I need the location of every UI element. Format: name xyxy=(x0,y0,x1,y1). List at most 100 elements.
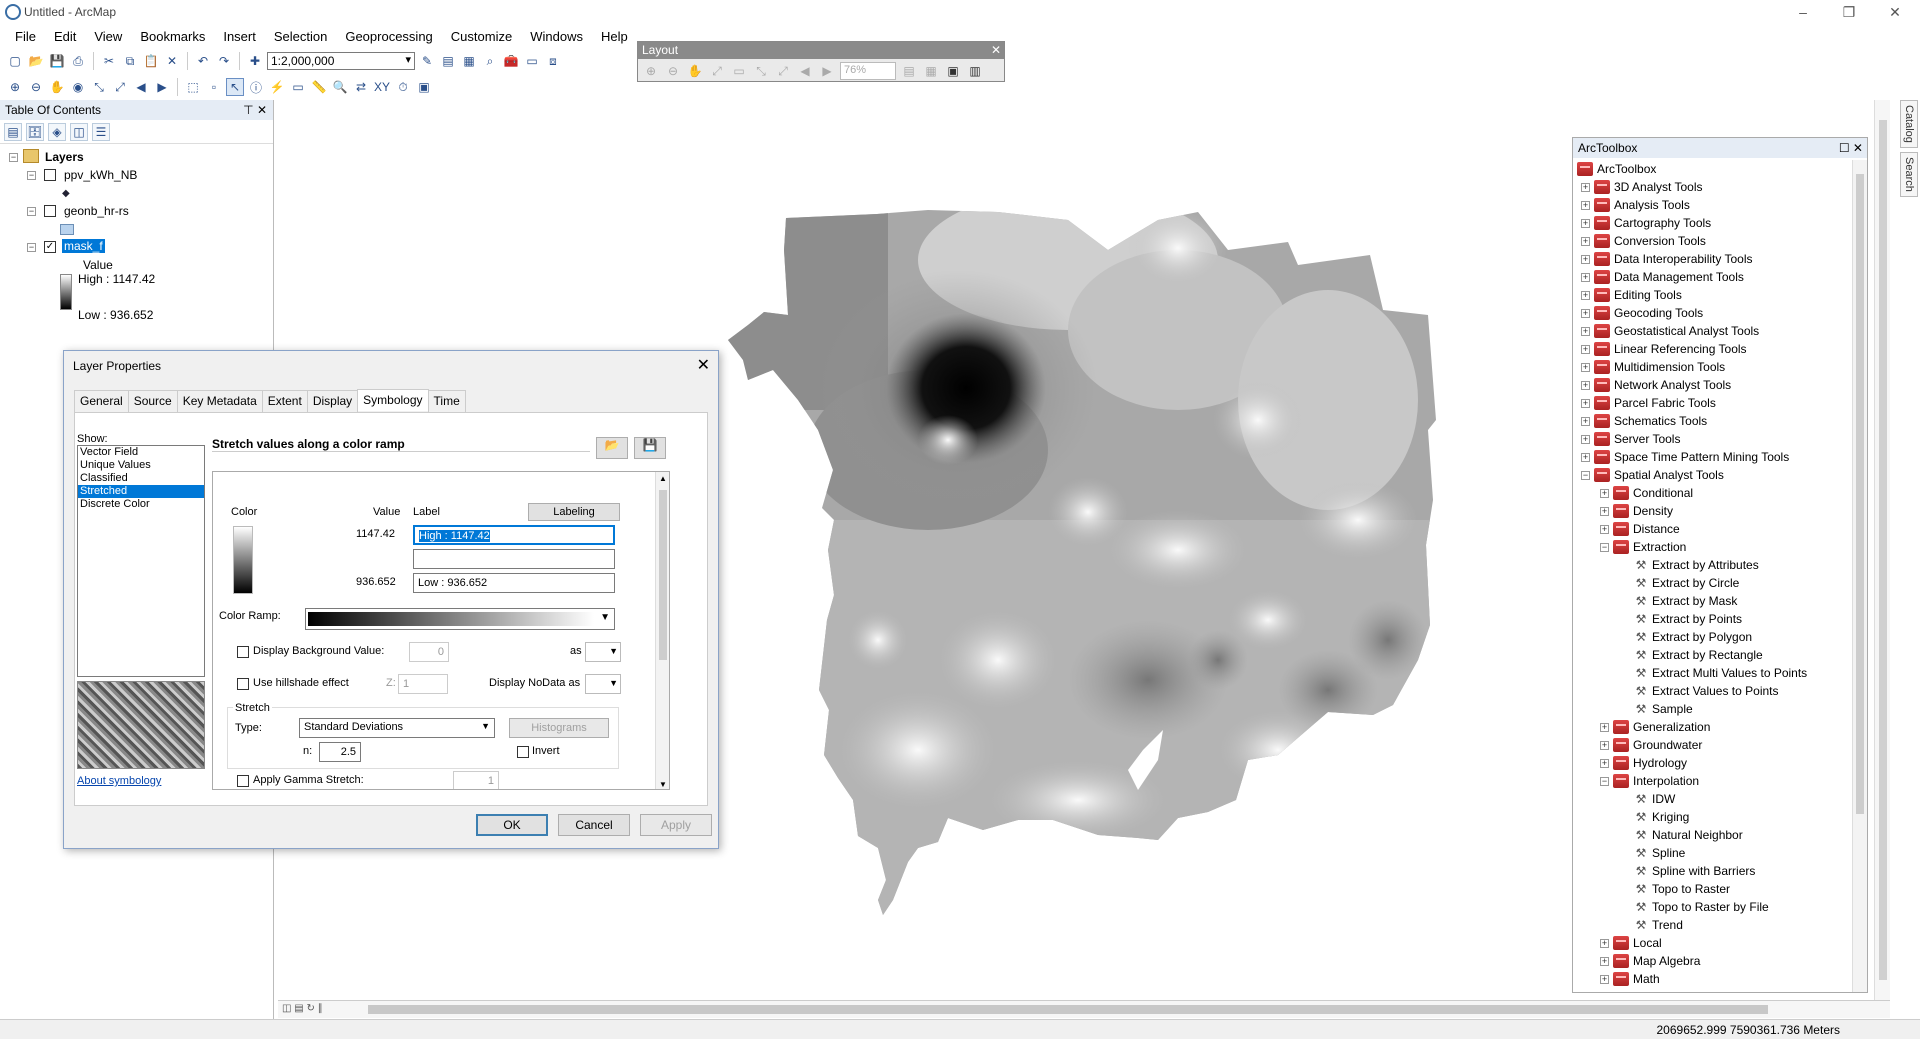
map-horizontal-scrollbar[interactable]: ◫ ▤ ↻ ∥ xyxy=(278,1000,1890,1018)
tab-display[interactable]: Display xyxy=(306,390,359,412)
list-by-selection-icon[interactable]: ◫ xyxy=(70,123,88,141)
background-color-picker[interactable]: ▼ xyxy=(585,642,621,662)
html-popup-icon[interactable]: ▭ xyxy=(292,80,304,94)
back-extent-icon[interactable]: ◀ xyxy=(136,80,146,94)
tool-item[interactable]: ⚒ Natural Neighbor xyxy=(1634,826,1743,844)
z-factor-field[interactable]: 1 xyxy=(398,674,448,694)
data-driven-pages-icon[interactable]: ▥ xyxy=(969,64,981,78)
labeling-button[interactable]: Labeling xyxy=(528,503,620,521)
measure-icon[interactable]: 📏 xyxy=(311,80,327,94)
catalog-window-icon[interactable]: ▦ xyxy=(463,54,475,68)
expand-icon[interactable]: + xyxy=(1581,217,1590,228)
tree-item[interactable]: + Conditional xyxy=(1600,484,1693,502)
redo-icon[interactable]: ↷ xyxy=(218,54,230,68)
scroll-thumb[interactable] xyxy=(368,1005,1768,1014)
collapse-icon[interactable]: − xyxy=(1581,469,1590,480)
show-item-discrete-color[interactable]: Discrete Color xyxy=(80,498,150,510)
nodata-color-picker[interactable]: ▼ xyxy=(585,674,621,694)
tool-item[interactable]: ⚒ Trend xyxy=(1634,916,1683,934)
expand-icon[interactable]: + xyxy=(1581,433,1590,444)
tab-extent[interactable]: Extent xyxy=(261,390,308,412)
menu-windows[interactable]: Windows xyxy=(530,29,583,44)
expand-icon[interactable]: + xyxy=(1581,325,1590,336)
collapse-icon[interactable]: − xyxy=(1600,775,1609,786)
copy-icon[interactable]: ⧉ xyxy=(125,53,135,68)
cancel-button[interactable]: Cancel xyxy=(558,814,630,836)
close-icon[interactable]: ✕ xyxy=(990,43,1001,57)
close-icon[interactable]: ✕ xyxy=(696,357,710,374)
expand-icon[interactable]: + xyxy=(1600,955,1609,966)
arctoolbox-icon[interactable]: 🧰 xyxy=(503,54,519,68)
expand-icon[interactable]: + xyxy=(1581,343,1590,354)
tree-item[interactable]: + Linear Referencing Tools xyxy=(1581,340,1747,358)
layout-zoom-in-icon[interactable]: ⊕ xyxy=(645,64,657,78)
scroll-thumb[interactable] xyxy=(659,490,667,660)
expand-icon[interactable]: + xyxy=(1600,721,1609,732)
tree-item[interactable]: − Interpolation xyxy=(1600,772,1699,790)
tree-item[interactable]: +3D Analyst Tools xyxy=(1581,178,1703,196)
expand-icon[interactable]: + xyxy=(1581,397,1590,408)
tree-item[interactable]: + Geostatistical Analyst Tools xyxy=(1581,322,1759,340)
layer-ppv-kwh-nb[interactable]: ppv_kWh_NB xyxy=(64,168,138,182)
save-icon[interactable]: 💾 xyxy=(49,54,65,68)
show-item-unique-values[interactable]: Unique Values xyxy=(80,459,151,471)
background-value-field[interactable]: 0 xyxy=(409,642,449,662)
tree-item[interactable]: + Groundwater xyxy=(1600,736,1702,754)
select-features-icon[interactable]: ⬚ xyxy=(187,80,199,94)
expand-icon[interactable]: + xyxy=(1581,379,1590,390)
select-elements-icon[interactable]: ↖ xyxy=(226,78,244,96)
layer-visibility-checkbox[interactable] xyxy=(44,205,56,217)
full-extent-icon[interactable]: ◉ xyxy=(72,80,84,94)
python-window-icon[interactable]: ▭ xyxy=(526,54,538,68)
tree-item[interactable]: + Density xyxy=(1600,502,1673,520)
import-button[interactable]: 📂 xyxy=(596,437,628,459)
about-symbology-link[interactable]: About symbology xyxy=(77,775,162,787)
options-icon[interactable]: ☰ xyxy=(92,123,110,141)
map-view[interactable] xyxy=(278,100,1890,1003)
editor-icon[interactable]: ✎ xyxy=(421,54,433,68)
find-icon[interactable]: 🔍 xyxy=(332,80,348,94)
histograms-button[interactable]: Histograms xyxy=(509,718,609,738)
cut-icon[interactable]: ✂ xyxy=(103,54,115,68)
color-ramp-select[interactable]: ▼ xyxy=(305,608,615,630)
expand-icon[interactable]: + xyxy=(1581,253,1590,264)
collapse-icon[interactable]: − xyxy=(9,152,18,162)
catalog-tab[interactable]: Catalog xyxy=(1900,100,1918,148)
tree-item[interactable]: + Local xyxy=(1600,934,1662,952)
scroll-thumb[interactable] xyxy=(1879,120,1887,980)
tree-item[interactable]: + Parcel Fabric Tools xyxy=(1581,394,1716,412)
toc-window-icon[interactable]: ▤ xyxy=(442,54,454,68)
expand-icon[interactable]: + xyxy=(1600,523,1609,534)
tool-item[interactable]: ⚒ Spline xyxy=(1634,844,1686,862)
hyperlink-icon[interactable]: ⚡ xyxy=(269,80,285,94)
fixed-zoom-in-icon[interactable]: ⤡ xyxy=(756,63,766,78)
tool-item[interactable]: ⚒ Extract by Rectangle xyxy=(1634,646,1763,664)
tool-item[interactable]: ⚒ Extract by Polygon xyxy=(1634,628,1752,646)
collapse-icon[interactable]: − xyxy=(27,206,36,216)
view-toggle-icon[interactable]: ◫ ▤ ↻ ∥ xyxy=(282,1003,323,1014)
map-vertical-scrollbar[interactable] xyxy=(1874,100,1890,1000)
tree-item[interactable]: + Hydrology xyxy=(1600,754,1687,772)
display-background-checkbox[interactable] xyxy=(237,646,249,658)
fixed-zoom-out-icon[interactable]: ⤢ xyxy=(778,63,788,78)
menu-insert[interactable]: Insert xyxy=(223,29,256,44)
tree-item[interactable]: − Spatial Analyst Tools xyxy=(1581,466,1724,484)
tree-item[interactable]: + Math xyxy=(1600,970,1660,988)
scroll-up-icon[interactable]: ▲ xyxy=(659,474,667,483)
layout-pan-icon[interactable]: ✋ xyxy=(687,64,703,78)
new-doc-icon[interactable]: ▢ xyxy=(9,54,21,68)
delete-icon[interactable]: ✕ xyxy=(166,54,178,68)
tree-item[interactable]: + Conversion Tools xyxy=(1581,232,1706,250)
tool-item[interactable]: ⚒ Extract Multi Values to Points xyxy=(1634,664,1808,682)
go-back-icon[interactable]: ◀ xyxy=(800,64,810,78)
ok-button[interactable]: OK xyxy=(476,814,548,836)
scroll-thumb[interactable] xyxy=(1856,174,1864,814)
layer-visibility-checkbox[interactable] xyxy=(44,169,56,181)
expand-icon[interactable]: + xyxy=(1581,235,1590,246)
expand-icon[interactable]: + xyxy=(1600,757,1609,768)
tree-item[interactable]: + Analysis Tools xyxy=(1581,196,1690,214)
n-value-field[interactable]: 2.5 xyxy=(319,742,361,762)
tree-item[interactable]: + Space Time Pattern Mining Tools xyxy=(1581,448,1789,466)
tab-symbology[interactable]: Symbology xyxy=(357,389,429,411)
expand-icon[interactable]: + xyxy=(1581,451,1590,462)
